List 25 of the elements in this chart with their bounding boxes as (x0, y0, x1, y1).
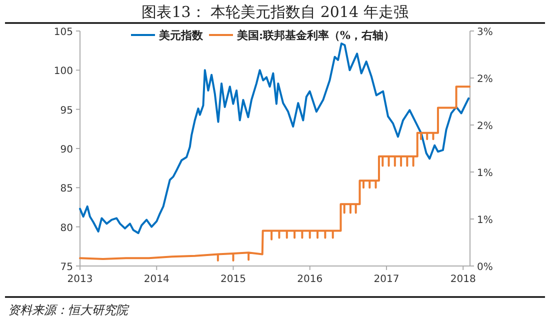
x-tick-label: 2015 (220, 274, 246, 285)
y2-tick-label: 2% (477, 74, 493, 85)
x-tick-label: 2014 (144, 274, 170, 285)
y2-tick-label: 1% (477, 168, 493, 179)
x-tick-label: 2018 (450, 274, 476, 285)
y-tick-label: 85 (60, 184, 73, 195)
legend-label: 美元指数 (158, 29, 204, 42)
y2-tick-label: 0% (477, 262, 493, 273)
x-tick-label: 2017 (374, 274, 400, 285)
y-tick-label: 95 (60, 105, 73, 116)
legend-label: 美国:联邦基金利率（%，右轴） (236, 29, 395, 42)
x-tick-label: 2016 (297, 274, 323, 285)
x-tick-label: 2013 (67, 274, 93, 285)
y2-tick-label: 3% (477, 27, 493, 38)
y-tick-label: 80 (60, 222, 73, 234)
y2-tick-label: 1% (477, 215, 493, 226)
text: 资料来源：恒大研究院 (8, 303, 130, 317)
y-tick-label: 75 (60, 262, 73, 273)
line-series (79, 42, 470, 234)
y-tick-label: 100 (54, 66, 73, 78)
y-tick-label: 90 (60, 144, 73, 156)
chart-title: 图表13： 本轮美元指数自 2014 年走强 (142, 3, 408, 21)
y-tick-label: 105 (54, 27, 73, 38)
y2-tick-label: 2% (477, 121, 493, 132)
line-series (79, 86, 471, 262)
